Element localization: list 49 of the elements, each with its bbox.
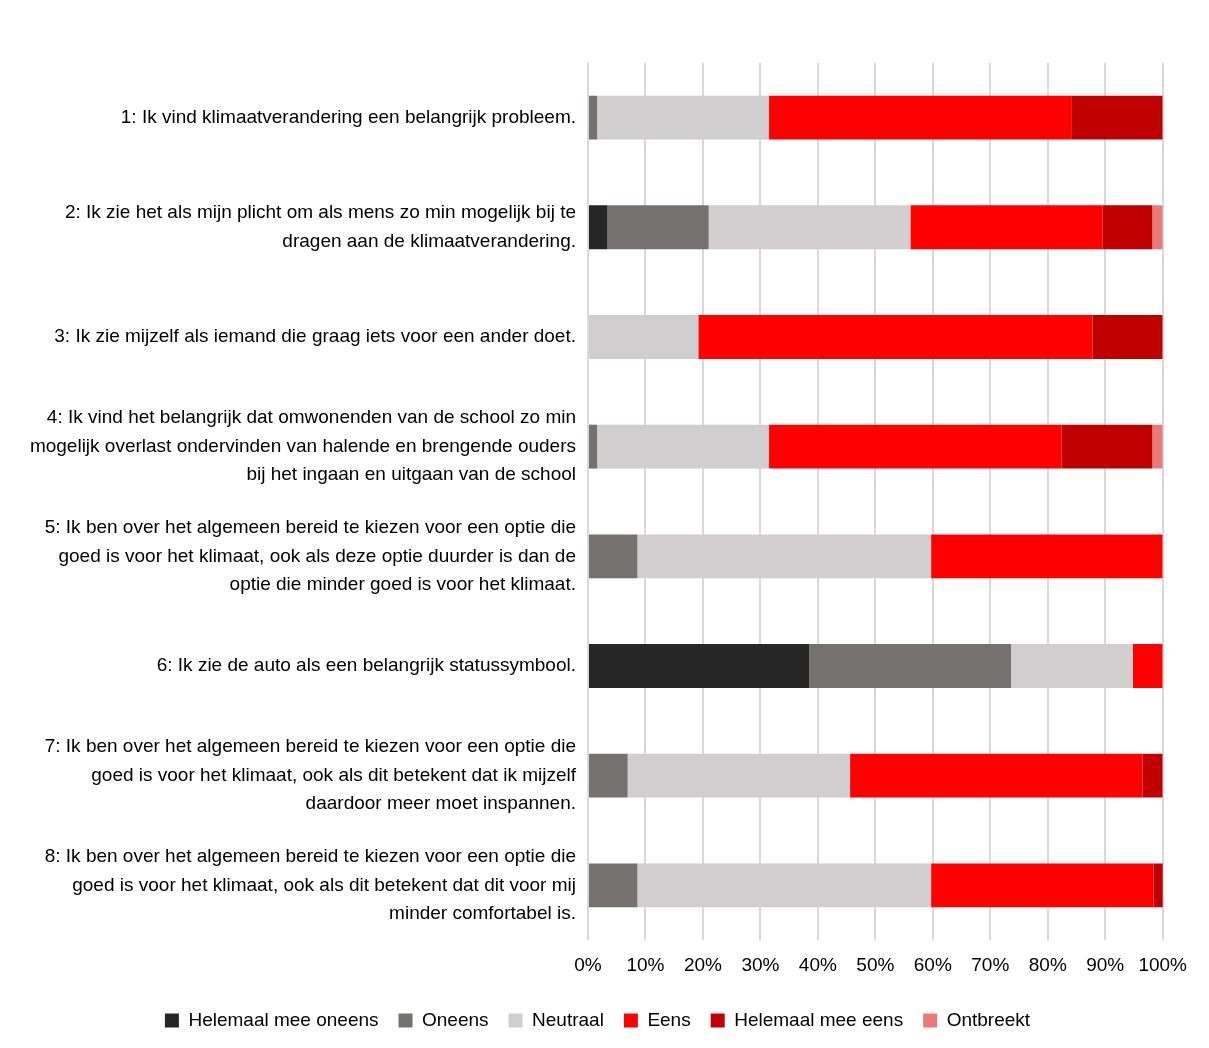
x-tick-label: 0% xyxy=(574,953,602,975)
bar xyxy=(1142,753,1163,798)
bar xyxy=(589,644,810,688)
y-tick-label: 6: Ik zie de auto als een belangrijk statussymbool. xyxy=(156,654,576,676)
bar xyxy=(809,644,1011,688)
y-tick-label: 7: Ik ben over het algemeen bereid te kiezen voor een optie die goed is voor het klimaat, ook als dit betekent dat ik mijzelf daardoor meer moet inspannen. xyxy=(44,735,577,814)
bar xyxy=(1132,644,1163,688)
x-tick-label: 30% xyxy=(741,953,780,975)
y-tick-label: 3: Ik zie mijzelf als iemand die graag iets voor een ander doet. xyxy=(54,325,576,347)
bar xyxy=(1152,205,1163,250)
legend-label: Oneens xyxy=(422,1008,489,1030)
bar xyxy=(589,534,638,579)
bar xyxy=(589,753,628,798)
bar xyxy=(1071,95,1163,140)
bar xyxy=(1152,424,1163,469)
y-tick-label: 8: Ik ben over het algemeen bereid te kiezen voor een optie die goed is voor het klimaat, ook als dit betekent dat dit voor mij minder comfortabel is. xyxy=(44,845,576,924)
y-tick-label: 5: Ik ben over het algemeen bereid te kiezen voor een optie die goed is voor het klimaat, ook als deze optie duurder is dan de optie die minder goed is voor het klimaat. xyxy=(44,516,576,595)
x-tick-label: 100% xyxy=(1138,953,1188,975)
y-tick-label: 1: Ik vind klimaatverandering een belangrijk probleem. xyxy=(120,105,576,127)
x-tick-label: 40% xyxy=(798,953,837,975)
bar xyxy=(589,863,638,908)
legend-label: Eens xyxy=(647,1008,691,1030)
x-tick-label: 50% xyxy=(856,953,895,975)
bar xyxy=(850,753,1143,798)
x-tick-label: 60% xyxy=(913,953,952,975)
bar xyxy=(1061,424,1153,469)
bar xyxy=(769,424,1062,469)
bar xyxy=(910,205,1103,250)
legend-label: Helemaal mee eens xyxy=(734,1008,904,1030)
bar xyxy=(1102,205,1153,250)
bar xyxy=(931,534,1163,579)
x-tick-label: 90% xyxy=(1086,953,1125,975)
x-tick-label: 10% xyxy=(626,953,665,975)
x-tick-label: 20% xyxy=(683,953,723,975)
bar xyxy=(589,95,598,140)
bar xyxy=(931,863,1154,908)
bar xyxy=(589,205,608,250)
y-tick-label: 2: Ik zie het als mijn plicht om als mens zo min mogelijk bij te dragen aan de klimaatverandering. xyxy=(64,201,576,251)
bar xyxy=(589,424,598,469)
legend-label: Ontbreekt xyxy=(946,1008,1031,1030)
x-tick-label: 70% xyxy=(971,953,1010,975)
bar xyxy=(1092,315,1163,359)
x-tick-label: 80% xyxy=(1028,953,1067,975)
bar xyxy=(769,95,1072,140)
bar xyxy=(698,315,1093,359)
y-tick-label: 4: Ik vind het belangrijk dat omwonenden van de school zo min mogelijk overlast ondervinden van halende en brengende ouders bij het ingaan en uitgaan van de school xyxy=(29,406,576,485)
legend-label: Helemaal mee oneens xyxy=(188,1008,379,1030)
legend-label: Neutraal xyxy=(532,1008,604,1030)
bar xyxy=(607,205,709,250)
